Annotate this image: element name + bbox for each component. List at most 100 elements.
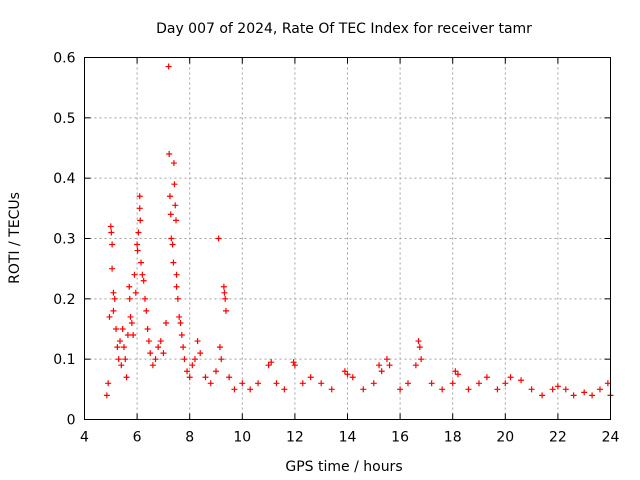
data-point <box>383 356 390 363</box>
data-point <box>197 350 204 357</box>
x-tick-label: 14 <box>339 430 357 446</box>
data-point <box>152 356 159 363</box>
data-point <box>113 326 120 332</box>
data-point <box>130 332 137 339</box>
data-point <box>135 229 142 236</box>
data-point <box>173 283 180 290</box>
x-tick-label: 4 <box>80 430 89 446</box>
data-point <box>170 160 177 167</box>
data-point <box>171 181 178 188</box>
x-tick-label: 6 <box>133 430 142 446</box>
data-point <box>562 386 569 393</box>
data-point <box>163 319 170 326</box>
data-point <box>110 307 117 314</box>
data-point <box>220 283 227 290</box>
data-point <box>189 362 196 369</box>
data-point <box>132 289 139 296</box>
data-point <box>166 193 173 200</box>
data-point <box>176 313 183 320</box>
data-point <box>222 295 229 302</box>
data-point <box>218 356 225 363</box>
data-point <box>174 295 181 302</box>
data-points <box>103 63 614 399</box>
data-point <box>215 235 222 242</box>
data-point <box>110 289 117 296</box>
data-point <box>122 356 129 363</box>
data-point <box>231 386 238 393</box>
y-tick-label: 0.5 <box>53 111 75 127</box>
data-point <box>173 217 180 224</box>
data-point <box>124 332 131 339</box>
y-tick-label: 0.1 <box>53 352 75 368</box>
data-point <box>412 362 419 369</box>
data-point <box>518 377 525 384</box>
data-point <box>207 380 214 387</box>
data-point <box>108 229 115 236</box>
data-point <box>341 368 348 375</box>
data-point <box>502 380 509 387</box>
data-point <box>147 350 154 357</box>
data-point <box>221 289 228 296</box>
data-point <box>299 380 306 387</box>
data-point <box>168 235 175 242</box>
y-tick-label: 0.4 <box>53 171 75 187</box>
data-point <box>155 344 162 351</box>
data-point <box>107 223 114 230</box>
data-point <box>428 380 435 387</box>
data-point <box>404 380 411 387</box>
data-point <box>416 344 423 351</box>
data-point <box>581 389 588 396</box>
data-point <box>138 259 145 266</box>
data-point <box>290 359 297 366</box>
x-tick-label: 18 <box>444 430 462 446</box>
x-tick-label: 12 <box>286 430 304 446</box>
data-point <box>386 362 393 369</box>
data-point <box>376 362 383 369</box>
data-point <box>178 332 185 339</box>
data-point <box>449 380 456 387</box>
data-point <box>539 392 546 399</box>
data-point <box>483 374 490 381</box>
data-point <box>281 386 288 393</box>
data-point <box>136 193 143 200</box>
data-point <box>134 247 141 254</box>
data-point <box>157 338 164 345</box>
grid <box>84 57 611 420</box>
data-point <box>273 380 280 387</box>
data-point <box>554 383 561 390</box>
data-point <box>268 359 275 366</box>
data-point <box>415 338 422 345</box>
data-point <box>202 374 209 381</box>
data-point <box>131 271 138 278</box>
data-point <box>589 392 596 399</box>
data-point <box>143 307 150 314</box>
x-tick-label: 8 <box>185 430 194 446</box>
data-point <box>360 386 367 393</box>
y-axis-label: ROTI / TECUs <box>7 192 23 284</box>
data-point <box>370 380 377 387</box>
data-point <box>549 386 556 393</box>
data-point <box>126 283 133 290</box>
data-point <box>114 344 121 351</box>
data-point <box>134 241 141 248</box>
data-point <box>166 151 173 158</box>
data-point <box>119 326 126 332</box>
data-point <box>126 295 133 302</box>
data-point <box>222 307 229 314</box>
data-point <box>144 326 151 332</box>
x-tick-label: 22 <box>549 430 567 446</box>
data-point <box>127 313 134 320</box>
data-point <box>109 241 116 248</box>
data-point <box>137 217 144 224</box>
data-point <box>160 350 167 357</box>
x-tick-label: 10 <box>233 430 251 446</box>
data-point <box>140 277 147 284</box>
x-tick-label: 24 <box>602 430 620 446</box>
data-point <box>111 295 118 302</box>
data-point <box>265 362 272 369</box>
data-point <box>109 265 116 272</box>
axis-ticks: 4 6 8 10 12 14 16 18 20 22 24 0 0.1 0.2 0.3 0.4 0.5 0.6 <box>53 51 619 446</box>
data-point <box>291 362 298 369</box>
data-point <box>476 380 482 387</box>
